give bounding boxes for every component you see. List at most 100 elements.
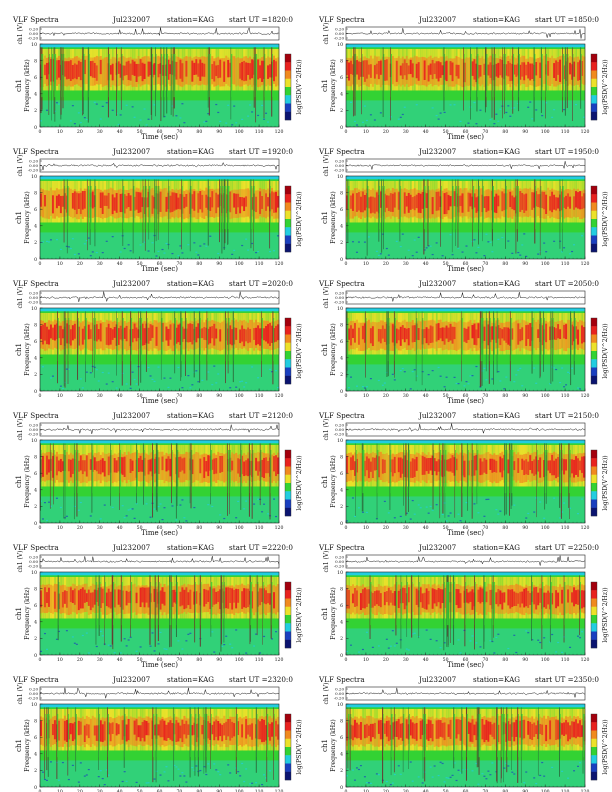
heatmap-cell (71, 458, 75, 474)
heatmap-cell (437, 366, 440, 369)
heatmap-cell (383, 193, 387, 213)
x-tick-label: 0 (39, 525, 42, 531)
heatmap-cell (73, 123, 76, 125)
heatmap-cell (207, 328, 210, 345)
chart-title: VLF Spectra (318, 15, 365, 24)
heatmap-cell (81, 460, 85, 475)
date-label: Jul232007 (112, 15, 151, 24)
heatmap-cell (191, 194, 194, 209)
x-axis-label: Time (sec) (447, 133, 484, 141)
timeseries-tick-label: 0.20 (29, 27, 38, 32)
heatmap-cell (523, 233, 526, 235)
heatmap-cell (145, 55, 148, 85)
heatmap-cell (439, 112, 442, 114)
heatmap-cell (153, 508, 156, 510)
heatmap-cell (95, 103, 98, 105)
timeseries-tick-label: -0.20 (28, 168, 39, 173)
heatmap-cell (195, 591, 198, 604)
heatmap-cell (565, 459, 568, 471)
heatmap-cell (521, 62, 524, 77)
x-tick-label: 90 (216, 525, 222, 531)
heatmap-cell (195, 326, 198, 343)
heatmap-cell (217, 321, 220, 351)
heatmap-cell (515, 454, 518, 483)
heatmap-cell (161, 456, 164, 471)
heatmap-cell (117, 61, 120, 74)
heatmap-cell (163, 377, 166, 379)
heatmap-cell (171, 252, 174, 255)
heatmap-cell (41, 518, 44, 520)
heatmap-cell (239, 329, 242, 344)
heatmap-band-low (346, 100, 585, 127)
heatmap-cell (537, 194, 540, 208)
heatmap-cell (241, 455, 244, 475)
y-tick-label: 6 (340, 207, 343, 213)
heatmap-cell (167, 59, 170, 80)
heatmap-cell (129, 63, 132, 81)
start-ut-label: start UT =1920:0 (229, 147, 293, 156)
heatmap-cell (49, 584, 53, 613)
heatmap-cell (261, 60, 264, 82)
heatmap-cell (95, 188, 99, 218)
heatmap-cell (161, 64, 164, 76)
heatmap-cell (521, 192, 524, 210)
heatmap-cell (567, 193, 570, 207)
heatmap-cell (40, 500, 42, 502)
heatmap-cell (51, 375, 54, 377)
heatmap-cell (346, 60, 349, 76)
heatmap-cell (85, 320, 89, 349)
y-axis-label: Frequency (kHz) (330, 191, 337, 244)
heatmap-cell (347, 62, 351, 81)
heatmap-cell (275, 191, 278, 213)
heatmap-cell (123, 247, 126, 250)
heatmap-cell (135, 191, 138, 210)
heatmap-cell (361, 60, 365, 77)
heatmap-cell (121, 505, 124, 507)
x-axis-label: Time (sec) (141, 529, 178, 537)
heatmap-cell (349, 101, 352, 103)
heatmap-cell (153, 63, 156, 75)
channel-label: ch1 (321, 475, 329, 488)
heatmap-cell (237, 57, 240, 86)
heatmap-cell (411, 255, 414, 257)
heatmap-cell (351, 193, 355, 211)
heatmap-cell (483, 63, 486, 75)
heatmap-cell (565, 384, 568, 386)
heatmap-cell (133, 61, 136, 76)
heatmap-cell (81, 587, 85, 609)
x-tick-label: 100 (235, 393, 244, 399)
heatmap-cell (253, 503, 256, 505)
heatmap-cell (507, 459, 510, 474)
heatmap-cell (219, 329, 222, 342)
heatmap-cell (99, 323, 103, 342)
heatmap-cell (83, 59, 87, 75)
heatmap-cell (265, 193, 268, 211)
heatmap-cell (193, 453, 196, 482)
heatmap-cell (59, 248, 62, 251)
heatmap-cell (93, 101, 96, 103)
heatmap-cell (189, 56, 192, 85)
heatmap-cell (507, 327, 510, 345)
heatmap-cell (513, 461, 516, 471)
heatmap-cell (87, 237, 90, 239)
colorbar-segment (285, 351, 291, 360)
x-tick-label: 50 (137, 393, 143, 399)
heatmap-cell (379, 60, 383, 75)
heatmap-cell (419, 507, 422, 509)
heatmap-cell (61, 329, 65, 339)
x-tick-label: 60 (463, 393, 469, 399)
heatmap-cell (137, 192, 140, 214)
heatmap-cell (201, 62, 204, 77)
y-axis-label: Frequency (kHz) (330, 59, 337, 112)
heatmap-cell (465, 381, 468, 383)
timeseries-tick-label: 0.00 (335, 163, 344, 168)
colorbar-frame (284, 317, 292, 385)
heatmap-cell (391, 373, 394, 375)
heatmap-cell (553, 460, 556, 476)
spectrogram-heatmap (346, 176, 586, 259)
spectrogram-heatmap (346, 44, 586, 127)
heatmap-cell (253, 452, 256, 482)
start-ut-label: start UT =2020:0 (229, 279, 293, 288)
heatmap-cell (211, 631, 214, 633)
heatmap-cell (143, 197, 146, 214)
